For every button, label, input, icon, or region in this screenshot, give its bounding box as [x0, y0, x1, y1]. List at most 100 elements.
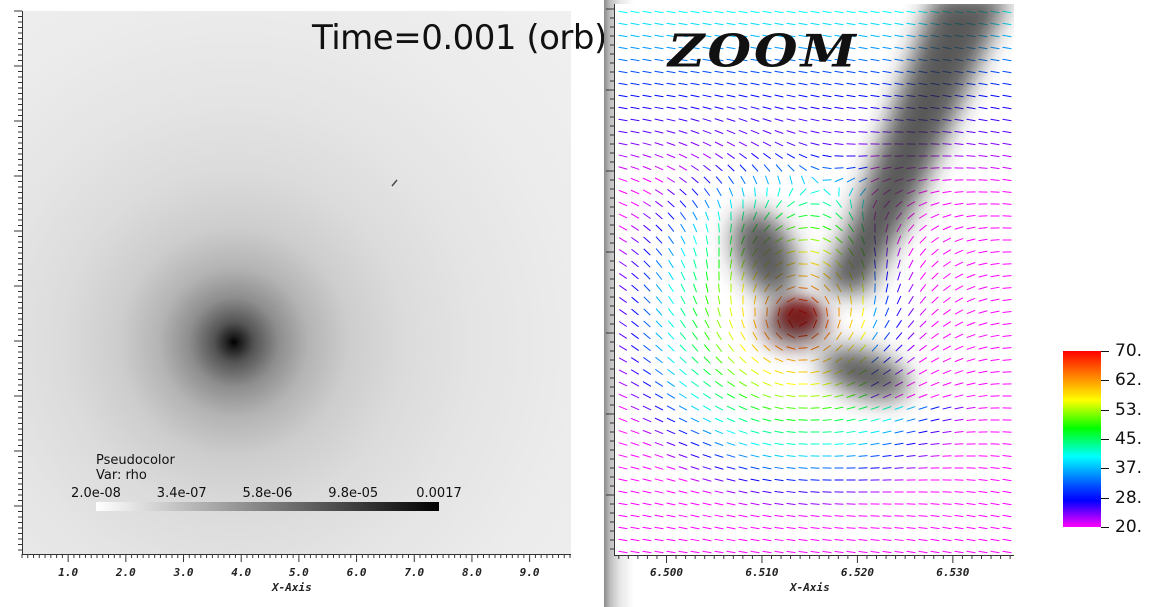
- velocity-arrow: [726, 10, 736, 14]
- velocity-arrow: [1002, 130, 1012, 134]
- velocity-arrow: [762, 129, 772, 135]
- velocity-arrow: [741, 307, 745, 317]
- velocity-arrow: [918, 503, 928, 505]
- velocity-arrow: [630, 466, 640, 470]
- velocity-arrow: [858, 550, 868, 554]
- velocity-arrow: [690, 70, 700, 74]
- velocity-arrow: [618, 142, 628, 146]
- velocity-arrow: [678, 94, 688, 98]
- velocity-arrow: [774, 430, 784, 434]
- velocity-arrow: [642, 538, 652, 542]
- velocity-arrow: [882, 34, 892, 38]
- velocity-arrow: [858, 430, 868, 434]
- velocity-arrow: [738, 454, 748, 458]
- velocity-arrow: [715, 164, 723, 172]
- velocity-arrow: [630, 357, 640, 363]
- velocity-arrow: [762, 526, 772, 530]
- velocity-arrow: [666, 526, 676, 530]
- velocity-arrow: [837, 319, 841, 329]
- velocity-arrow: [738, 393, 748, 399]
- velocity-arrow: [834, 106, 844, 110]
- velocity-arrow: [822, 527, 832, 529]
- colorbar-tick-label: 28.: [1115, 487, 1143, 508]
- colorbar-tick: [1101, 468, 1109, 470]
- velocity-arrow: [631, 296, 639, 304]
- velocity-arrow: [858, 22, 868, 26]
- colorbar-tick: [1101, 351, 1109, 352]
- velocity-arrow: [666, 538, 676, 542]
- velocity-arrow: [1002, 323, 1012, 325]
- velocity-arrow: [668, 283, 674, 293]
- velocity-arrow: [691, 332, 699, 340]
- velocity-arrow: [810, 538, 820, 542]
- velocity-arrow: [1002, 46, 1012, 50]
- velocity-arrow: [727, 368, 735, 376]
- velocity-arrow: [678, 130, 688, 134]
- velocity-arrow: [966, 370, 976, 374]
- velocity-arrow: [678, 441, 688, 447]
- velocity-arrow: [692, 200, 698, 208]
- velocity-arrow: [775, 212, 783, 220]
- velocity-arrow: [906, 442, 916, 446]
- velocity-arrow: [895, 332, 903, 340]
- velocity-arrow: [966, 226, 976, 230]
- velocity-arrow: [822, 46, 832, 50]
- velocity-arrow: [690, 526, 700, 530]
- velocity-arrow: [834, 34, 844, 38]
- velocity-arrow: [786, 394, 796, 398]
- velocity-arrow: [894, 70, 904, 74]
- velocity-arrow: [666, 58, 676, 62]
- velocity-arrow: [655, 236, 663, 244]
- velocity-arrow: [823, 344, 831, 352]
- velocity-arrow: [798, 455, 808, 457]
- velocity-arrow: [741, 319, 745, 329]
- velocity-arrow: [678, 466, 688, 470]
- velocity-arrow: [690, 502, 700, 506]
- velocity-arrow: [882, 418, 892, 422]
- velocity-arrow: [750, 369, 760, 375]
- velocity-arrow: [618, 550, 628, 554]
- velocity-arrow: [906, 550, 916, 554]
- legend-variable: Var: rho: [96, 468, 147, 483]
- velocity-arrow: [618, 478, 628, 482]
- velocity-arrow: [642, 10, 652, 14]
- velocity-arrow: [630, 58, 640, 62]
- velocity-arrow: [930, 430, 940, 434]
- velocity-arrow: [678, 70, 688, 74]
- velocity-arrow: [654, 142, 664, 146]
- velocity-arrow: [728, 176, 734, 184]
- velocity-arrow: [786, 370, 796, 374]
- velocity-arrow: [930, 503, 940, 505]
- velocity-arrow: [692, 319, 698, 329]
- velocity-arrow: [860, 319, 866, 329]
- velocity-arrow: [739, 356, 747, 364]
- velocity-arrow: [738, 490, 748, 494]
- velocity-arrow: [738, 417, 748, 423]
- velocity-arrow: [942, 514, 952, 518]
- velocity-arrow: [798, 22, 808, 26]
- velocity-arrow: [774, 58, 784, 62]
- velocity-arrow: [834, 10, 844, 14]
- velocity-arrow: [703, 164, 711, 172]
- velocity-arrow: [978, 502, 988, 506]
- velocity-arrow: [774, 538, 784, 542]
- velocity-arrow: [966, 94, 976, 98]
- velocity-arrow: [643, 296, 651, 304]
- velocity-arrow: [762, 442, 772, 446]
- velocity-arrow: [966, 333, 976, 339]
- velocity-arrow: [738, 106, 748, 110]
- velocity-arrow: [1002, 490, 1012, 494]
- velocity-arrow: [894, 58, 904, 62]
- velocity-arrow: [738, 405, 748, 411]
- velocity-arrow: [966, 419, 976, 421]
- velocity-arrow: [908, 259, 914, 269]
- velocity-arrow: [810, 491, 820, 493]
- velocity-arrow: [726, 393, 736, 399]
- velocity-arrow: [930, 190, 940, 194]
- velocity-arrow: [858, 418, 868, 422]
- velocity-arrow: [942, 249, 952, 255]
- velocity-arrow: [942, 394, 952, 398]
- velocity-arrow: [882, 10, 892, 14]
- velocity-arrow: [655, 248, 663, 256]
- velocity-arrow: [894, 34, 904, 38]
